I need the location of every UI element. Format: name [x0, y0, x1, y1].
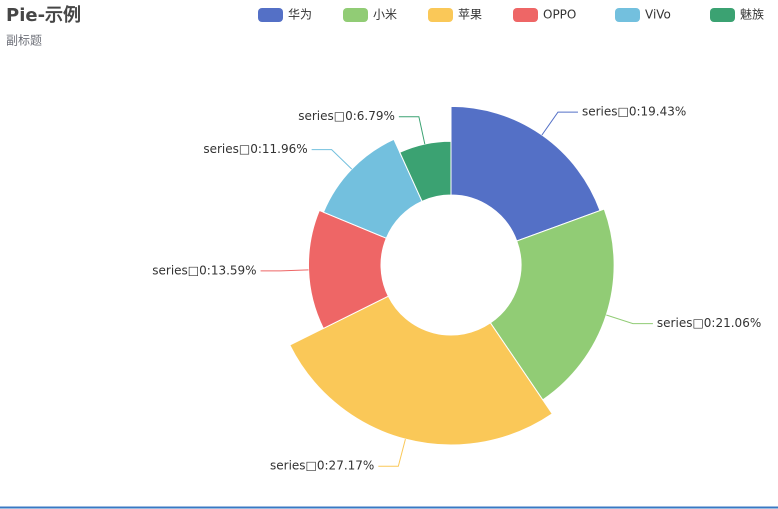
data-label: series□0:6.79% — [298, 109, 395, 123]
pie-slice — [322, 138, 423, 239]
legend-swatch — [343, 8, 368, 22]
data-label: series□0:27.17% — [270, 459, 374, 473]
chart-subtitle: 副标题 — [6, 34, 42, 48]
label-line — [606, 314, 653, 325]
pie-slice — [489, 208, 615, 401]
legend-label: 魅族 — [740, 7, 764, 22]
chart-title: Pie-示例 — [6, 4, 81, 26]
label-line — [541, 111, 578, 136]
label-line — [311, 149, 353, 170]
legend-label: 苹果 — [458, 8, 482, 22]
legend-swatch — [428, 8, 453, 22]
pie-slice — [450, 105, 601, 242]
legend-label: 小米 — [373, 8, 397, 22]
pie-slice — [289, 295, 553, 446]
data-label: series□0:19.43% — [582, 105, 686, 119]
legend-swatch — [710, 8, 735, 22]
label-line — [260, 269, 309, 272]
legend-label: OPPO — [543, 8, 576, 22]
legend-swatch — [258, 8, 283, 22]
legend-swatch — [615, 8, 640, 22]
data-label: series□0:11.96% — [203, 142, 307, 156]
pie-slice — [307, 209, 389, 330]
data-label: series□0:13.59% — [152, 263, 256, 277]
legend-label: 华为 — [288, 8, 312, 22]
data-label: series□0:21.06% — [657, 316, 761, 330]
legend-swatch — [513, 8, 538, 22]
label-line — [398, 116, 426, 145]
legend-label: ViVo — [645, 8, 671, 22]
pie-slice — [399, 140, 452, 202]
label-line — [378, 439, 406, 467]
